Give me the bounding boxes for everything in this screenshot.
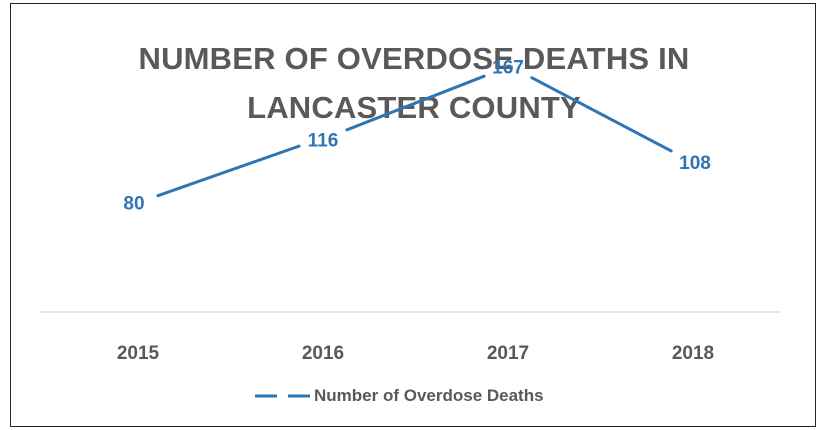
chart-frame: NUMBER OF OVERDOSE DEATHS IN LANCASTER C… [10, 3, 816, 427]
chart-title: NUMBER OF OVERDOSE DEATHS IN LANCASTER C… [11, 34, 817, 132]
legend-label: Number of Overdose Deaths [314, 386, 544, 405]
x-tick-label: 2015 [117, 343, 160, 364]
series-line-segment [156, 144, 301, 198]
line-chart: 2015 2016 2017 2018 80 116 167 108 Number of Ove… [39, 58, 781, 405]
series-line-segment [530, 76, 673, 153]
data-label: 80 [123, 193, 144, 214]
data-label: 116 [308, 130, 339, 151]
data-label: 167 [492, 58, 524, 79]
x-tick-label: 2016 [302, 343, 344, 364]
data-label: 108 [679, 153, 711, 174]
chart-title-line-1: NUMBER OF OVERDOSE DEATHS IN [138, 41, 690, 76]
chart-title-line-2: LANCASTER COUNTY [247, 90, 581, 125]
x-tick-label: 2018 [672, 343, 714, 364]
series-line-segment [345, 74, 486, 132]
x-tick-label: 2017 [487, 343, 529, 364]
